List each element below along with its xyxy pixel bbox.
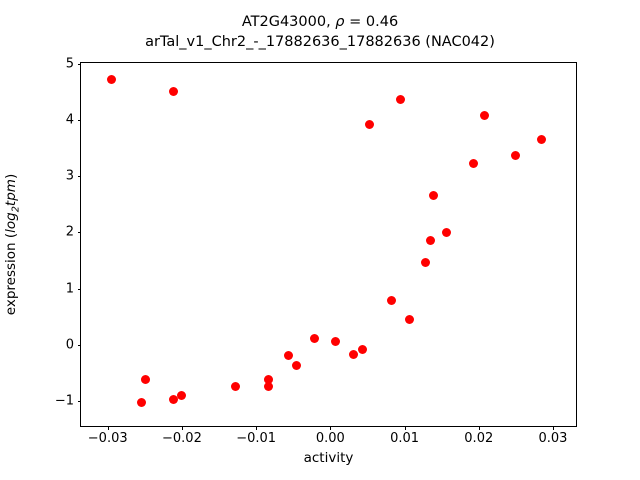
- data-point: [168, 395, 178, 405]
- data-point: [420, 258, 430, 268]
- data-point: [310, 333, 320, 343]
- x-tick-label: 0.00: [315, 431, 345, 446]
- data-point: [264, 374, 274, 384]
- x-tick-label: 0.03: [538, 431, 568, 446]
- x-tick-label: −0.03: [87, 431, 128, 446]
- x-tick-mark: [330, 426, 332, 430]
- x-tick-mark: [256, 426, 258, 430]
- y-tick-mark: [77, 232, 81, 234]
- data-points-layer: [81, 63, 576, 426]
- y-tick-mark: [77, 64, 81, 66]
- data-point: [263, 382, 273, 392]
- y-tick-label: 4: [65, 112, 74, 128]
- data-point: [137, 397, 147, 407]
- x-tick-mark: [552, 426, 554, 430]
- y-tick-mark: [77, 176, 81, 178]
- x-tick-mark: [478, 426, 480, 430]
- data-point: [387, 295, 397, 305]
- y-tick-label: 3: [65, 168, 74, 184]
- y-axis-label-suffix: ): [3, 173, 19, 180]
- x-axis-label: activity: [303, 450, 354, 466]
- chart-title-rho-value: = 0.46: [349, 14, 399, 30]
- x-tick-mark: [404, 426, 406, 430]
- x-tick-label: 0.02: [464, 431, 494, 446]
- y-axis-label-log: log: [3, 212, 19, 233]
- data-point: [357, 345, 367, 355]
- chart-title-rho-symbol: ρ: [335, 14, 345, 30]
- data-point: [106, 74, 116, 84]
- data-point: [176, 390, 186, 400]
- y-tick-mark: [77, 344, 81, 346]
- y-tick-mark: [77, 400, 81, 402]
- y-axis-label-tpm: tpm: [3, 179, 19, 207]
- data-point: [230, 382, 240, 392]
- y-tick-label: 2: [65, 224, 74, 240]
- y-tick-label: 5: [65, 56, 74, 72]
- data-point: [510, 151, 520, 161]
- data-point: [348, 349, 358, 359]
- x-tick-label: 0.01: [390, 431, 420, 446]
- y-axis-label-log-base: 2: [10, 206, 22, 213]
- x-tick-label: −0.01: [236, 431, 277, 446]
- data-point: [480, 111, 490, 121]
- data-point: [168, 86, 178, 96]
- data-point: [284, 351, 294, 361]
- y-tick-mark: [77, 120, 81, 122]
- y-axis-label-prefix: expression (: [3, 232, 19, 316]
- plot-area: −1 0 1 2 3 4 5 −0.03 −0.02 −0.01 0.00 0.01 0.02 0.03: [55, 58, 577, 445]
- y-tick-label: 1: [65, 281, 74, 297]
- y-axis-label: expression (log2tpm): [0, 62, 22, 427]
- chart-title-gene: AT2G43000,: [241, 14, 331, 30]
- y-tick-mark: [77, 288, 81, 290]
- y-tick-label: 0: [65, 337, 74, 353]
- chart-subtitle: arTal_v1_Chr2_-_17882636_17882636 (NAC04…: [145, 34, 495, 50]
- chart-title: AT2G43000, ρ = 0.46 arTal_v1_Chr2_-_1788…: [0, 12, 640, 52]
- data-point: [405, 314, 415, 324]
- data-point: [426, 235, 436, 245]
- chart-title-line-1: AT2G43000, ρ = 0.46: [0, 12, 640, 32]
- data-point: [365, 120, 375, 130]
- data-point: [395, 94, 405, 104]
- data-point: [537, 135, 547, 145]
- x-tick-mark: [107, 426, 109, 430]
- data-point: [442, 227, 452, 237]
- x-tick-mark: [181, 426, 183, 430]
- y-tick-label: −1: [54, 393, 74, 409]
- data-point: [291, 360, 301, 370]
- data-point: [469, 159, 479, 169]
- data-point: [429, 190, 438, 200]
- data-point: [141, 374, 151, 384]
- x-tick-label: −0.02: [162, 431, 202, 446]
- data-point: [331, 337, 341, 347]
